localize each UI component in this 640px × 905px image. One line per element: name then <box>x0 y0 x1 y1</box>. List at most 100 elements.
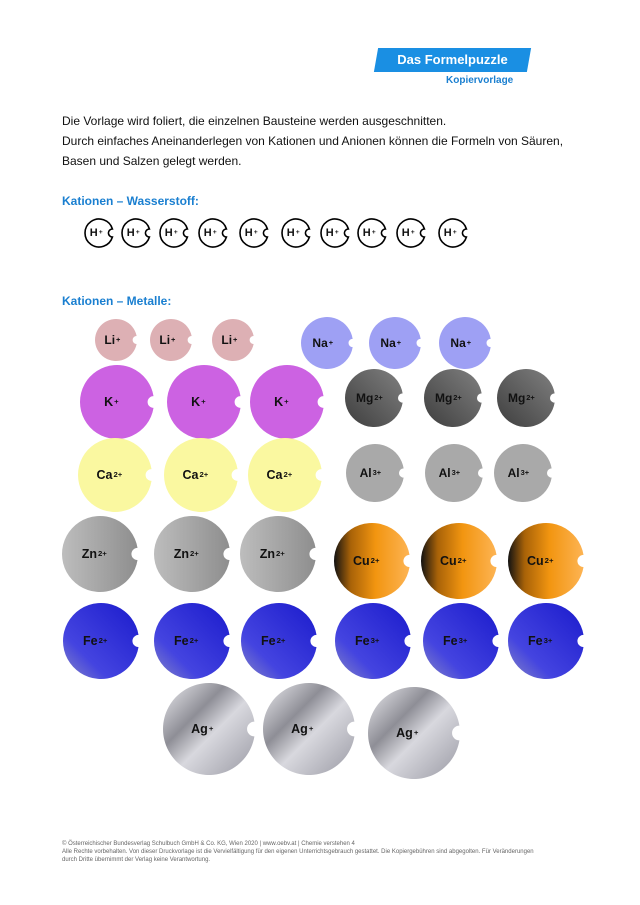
puzzle-piece-shape <box>166 365 241 439</box>
puzzle-piece-zn: Zn 2+ <box>60 514 140 594</box>
ion-symbol: Li <box>104 333 116 347</box>
ion-symbol: Ca <box>266 468 283 482</box>
footer-line-1: © Österreichischer Bundesverlag Schulbuc… <box>62 841 355 847</box>
puzzle-piece-outline <box>263 683 355 775</box>
puzzle-piece-ag: Ag + <box>366 685 462 781</box>
ion-symbol: Al <box>507 466 520 480</box>
puzzle-piece-cu: Cu 2+ <box>332 521 412 601</box>
puzzle-piece-outline <box>281 218 311 248</box>
puzzle-piece-ca: Ca 2+ <box>76 436 154 514</box>
ion-label: Fe 2+ <box>83 634 108 648</box>
puzzle-piece-outline <box>121 218 151 248</box>
puzzle-piece-fe: Fe 2+ <box>61 601 141 681</box>
ion-symbol: Na <box>450 336 466 350</box>
puzzle-piece-outline <box>320 218 350 248</box>
ion-label: Al 3+ <box>507 466 530 480</box>
ion-symbol: Zn <box>81 547 97 561</box>
puzzle-piece-outline <box>333 523 410 599</box>
puzzle-piece-ca: Ca 2+ <box>246 436 324 514</box>
puzzle-piece-outline <box>424 369 482 427</box>
puzzle-piece-cu: Cu 2+ <box>506 521 586 601</box>
ion-symbol: Al <box>438 466 451 480</box>
puzzle-piece-outline <box>249 365 324 439</box>
puzzle-piece-outline <box>84 218 114 248</box>
ion-label: H + <box>401 227 415 239</box>
puzzle-piece-li: Li + <box>93 317 139 363</box>
puzzle-piece-shape <box>163 683 255 775</box>
puzzle-piece-shape <box>198 218 228 248</box>
puzzle-piece-shape <box>357 218 387 248</box>
ion-label: Ca 2+ <box>96 468 123 482</box>
ion-symbol: Mg <box>434 391 453 405</box>
section-heading-hydrogen: Kationen – Wasserstoff: <box>62 194 199 208</box>
ion-symbol: Fe <box>443 634 458 648</box>
puzzle-piece-outline <box>334 603 411 679</box>
ion-label: Na + <box>450 336 472 350</box>
puzzle-piece-shape <box>369 317 421 369</box>
ion-label: Cu 2+ <box>352 554 380 568</box>
puzzle-piece-fe: Fe 3+ <box>421 601 501 681</box>
puzzle-piece-outline <box>346 444 404 502</box>
puzzle-piece-outline <box>357 218 387 248</box>
ion-label: K + <box>191 395 206 409</box>
puzzle-piece-fe: Fe 2+ <box>239 601 319 681</box>
puzzle-piece-shape <box>239 218 269 248</box>
puzzle-piece-fe: Fe 2+ <box>152 601 232 681</box>
puzzle-piece-ag: Ag + <box>161 681 257 777</box>
puzzle-piece-al: Al 3+ <box>492 442 554 504</box>
page-subtitle: Kopiervorlage <box>446 75 514 86</box>
puzzle-piece-h: H + <box>158 217 190 249</box>
ion-label: H + <box>164 227 178 239</box>
ion-label: H + <box>325 227 339 239</box>
puzzle-piece-shape <box>153 603 230 679</box>
puzzle-piece-shape <box>420 523 497 599</box>
puzzle-piece-al: Al 3+ <box>423 442 485 504</box>
puzzle-piece-h: H + <box>238 217 270 249</box>
intro-line-1: Die Vorlage wird foliert, die einzelnen … <box>62 114 447 128</box>
puzzle-piece-shape <box>368 687 460 779</box>
puzzle-piece-shape <box>77 438 152 512</box>
puzzle-piece-shape <box>84 218 114 248</box>
puzzle-piece-h: H + <box>120 217 152 249</box>
puzzle-piece-outline <box>396 218 426 248</box>
puzzle-piece-shape <box>79 365 154 439</box>
puzzle-piece-k: K + <box>165 363 243 441</box>
ion-symbol: Na <box>312 336 328 350</box>
puzzle-piece-outline <box>163 438 238 512</box>
puzzle-piece-shape <box>346 444 404 502</box>
puzzle-piece-shape <box>163 438 238 512</box>
ion-label: Fe 3+ <box>528 634 553 648</box>
puzzle-piece-outline <box>240 603 317 679</box>
ion-symbol: Fe <box>355 634 370 648</box>
ion-label: H + <box>89 227 103 239</box>
ion-symbol: H <box>89 227 98 239</box>
puzzle-piece-outline <box>368 687 460 779</box>
ion-label: Fe 3+ <box>443 634 468 648</box>
puzzle-piece-h: H + <box>356 217 388 249</box>
ion-label: Mg 2+ <box>434 391 462 405</box>
ion-label: Li + <box>221 333 238 347</box>
ion-symbol: Cu <box>352 554 370 568</box>
ion-symbol: Cu <box>439 554 457 568</box>
puzzle-piece-al: Al 3+ <box>344 442 406 504</box>
puzzle-piece-shape <box>239 516 316 592</box>
ion-symbol: Mg <box>507 391 526 405</box>
ion-symbol: Ca <box>182 468 199 482</box>
ion-label: H + <box>203 227 217 239</box>
ion-symbol: Cu <box>526 554 544 568</box>
puzzle-piece-shape <box>159 218 189 248</box>
puzzle-piece-h: H + <box>280 217 312 249</box>
puzzle-piece-ca: Ca 2+ <box>162 436 240 514</box>
ion-label: Zn 2+ <box>81 547 107 561</box>
puzzle-piece-outline <box>420 523 497 599</box>
ion-label: Fe 3+ <box>355 634 380 648</box>
puzzle-piece-fe: Fe 3+ <box>333 601 413 681</box>
puzzle-piece-outline <box>422 603 499 679</box>
ion-label: Ag + <box>291 722 314 736</box>
ion-symbol: Ca <box>96 468 113 482</box>
puzzle-piece-cu: Cu 2+ <box>419 521 499 601</box>
puzzle-piece-outline <box>369 317 421 369</box>
puzzle-piece-li: Li + <box>210 317 256 363</box>
puzzle-piece-shape <box>345 369 403 427</box>
ion-symbol: Fe <box>83 634 98 648</box>
